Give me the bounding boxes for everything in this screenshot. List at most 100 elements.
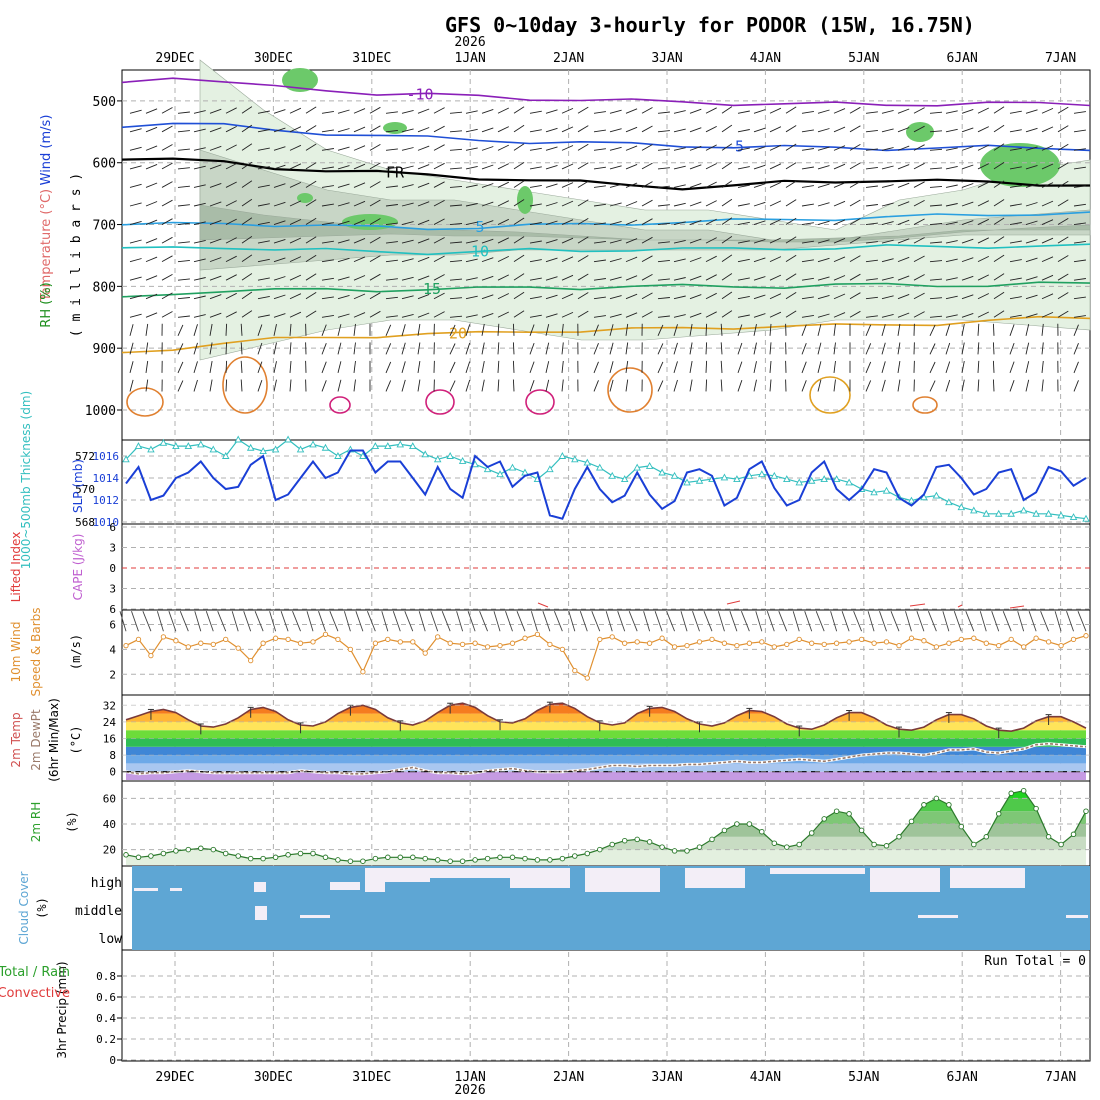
wind-barb bbox=[401, 379, 406, 392]
wind10m-barb bbox=[318, 611, 326, 632]
wind10m-barb bbox=[292, 611, 301, 632]
wind10m-barb bbox=[916, 611, 925, 632]
wind-barb bbox=[177, 204, 190, 207]
thickness-point bbox=[558, 452, 567, 459]
wind-barb bbox=[625, 126, 638, 133]
rh2m-point bbox=[185, 846, 192, 853]
wind-barb bbox=[913, 218, 925, 225]
wind-barb bbox=[753, 361, 757, 374]
wind-barb bbox=[209, 342, 213, 355]
wind-barb bbox=[225, 144, 237, 151]
wind-barb bbox=[577, 180, 589, 188]
wind-barb bbox=[193, 147, 206, 151]
wind10m-barb bbox=[942, 611, 950, 632]
wind-barb bbox=[433, 274, 445, 281]
wind-barb bbox=[689, 127, 702, 133]
wind-barb bbox=[913, 237, 925, 244]
wind10m-point bbox=[572, 667, 578, 674]
wind-barb bbox=[1073, 324, 1079, 336]
top-date-label: 1JAN bbox=[455, 51, 486, 66]
wind-barb bbox=[577, 125, 589, 133]
wind10m-barb bbox=[853, 611, 863, 632]
wind-barb bbox=[513, 106, 525, 114]
rh-moist-patch bbox=[297, 193, 313, 203]
wind-barb bbox=[913, 107, 925, 114]
wind-barb bbox=[257, 166, 270, 170]
cloud-thin-gap bbox=[918, 915, 958, 918]
wind10m-barb bbox=[979, 611, 987, 632]
temp-tick-label: 16 bbox=[103, 733, 116, 746]
wind-barb bbox=[993, 217, 1005, 225]
wind10m-barb bbox=[156, 611, 164, 632]
wind-barb bbox=[193, 277, 206, 281]
isotherm-label: -10 bbox=[406, 86, 433, 104]
wind10m-point bbox=[983, 640, 989, 646]
wind-barb bbox=[513, 124, 525, 133]
wind-barb bbox=[1073, 259, 1086, 263]
wind-barb bbox=[753, 146, 766, 151]
wind-barb bbox=[641, 236, 653, 244]
wind-barb bbox=[945, 295, 958, 300]
thickness-point bbox=[670, 471, 679, 479]
thickness-point bbox=[508, 463, 517, 471]
wind-barb bbox=[721, 198, 733, 207]
rh-moist-patch bbox=[342, 214, 398, 230]
wind10m-point bbox=[1058, 642, 1064, 649]
wind10m-barb bbox=[717, 611, 725, 632]
isotherm-line bbox=[121, 315, 1091, 354]
wind-barb bbox=[129, 295, 142, 300]
thickness-point bbox=[807, 476, 816, 484]
rh2m-point bbox=[235, 853, 241, 859]
wind10m-point bbox=[160, 634, 167, 640]
wind-barb bbox=[657, 259, 670, 263]
wind-barb bbox=[929, 297, 943, 300]
wind-barb bbox=[321, 222, 334, 225]
wind-barb bbox=[337, 128, 350, 133]
wind-barb bbox=[705, 360, 708, 373]
wind-barb bbox=[385, 324, 392, 336]
wind-barb bbox=[753, 257, 766, 263]
wind-barb bbox=[785, 199, 797, 207]
wind-barb bbox=[417, 182, 430, 188]
wind10m-barb bbox=[804, 611, 813, 632]
rh2m-point bbox=[247, 855, 254, 862]
wind-barb bbox=[240, 379, 243, 392]
wind-barb bbox=[145, 201, 158, 207]
cloud-high-label: high bbox=[91, 876, 122, 891]
wind-barb bbox=[513, 199, 525, 207]
wind-barb bbox=[977, 144, 989, 151]
wind-barb bbox=[993, 310, 1005, 318]
thickness-point bbox=[321, 443, 330, 451]
wind-barb bbox=[753, 183, 766, 188]
wind-barb bbox=[465, 240, 478, 244]
wind-barb bbox=[593, 380, 599, 392]
wind-barb bbox=[241, 273, 253, 281]
wind-barb bbox=[1057, 143, 1069, 151]
wind-barb bbox=[897, 201, 910, 207]
wind10m-point bbox=[1021, 644, 1027, 650]
wind-barb bbox=[401, 295, 414, 300]
wind-barb bbox=[177, 259, 190, 263]
wind-barb bbox=[193, 239, 206, 244]
wind-barb bbox=[945, 361, 951, 374]
wind10m-barb bbox=[456, 611, 464, 632]
wind-barb bbox=[465, 324, 471, 336]
isotherm-label: FR bbox=[386, 164, 405, 182]
wind-barb bbox=[737, 295, 750, 300]
wind-barb bbox=[512, 323, 515, 336]
wind-barb bbox=[497, 360, 500, 373]
wind-barb bbox=[497, 181, 509, 188]
precip-legend-convective: Convective bbox=[0, 986, 70, 1001]
surface-isotherm-cell bbox=[912, 396, 938, 414]
wind-barb bbox=[449, 185, 463, 188]
wind10m-point bbox=[285, 636, 291, 643]
wind-barb bbox=[1073, 166, 1086, 170]
year-label-top: 2026 bbox=[454, 35, 485, 50]
wind-barb bbox=[625, 293, 638, 300]
wind-barb bbox=[785, 254, 797, 263]
thickness-point bbox=[620, 475, 629, 483]
wind-barb bbox=[737, 110, 750, 114]
rh2m-point bbox=[360, 858, 366, 864]
wind-barb bbox=[1073, 111, 1086, 114]
wind-tick-label: 4 bbox=[109, 643, 116, 656]
